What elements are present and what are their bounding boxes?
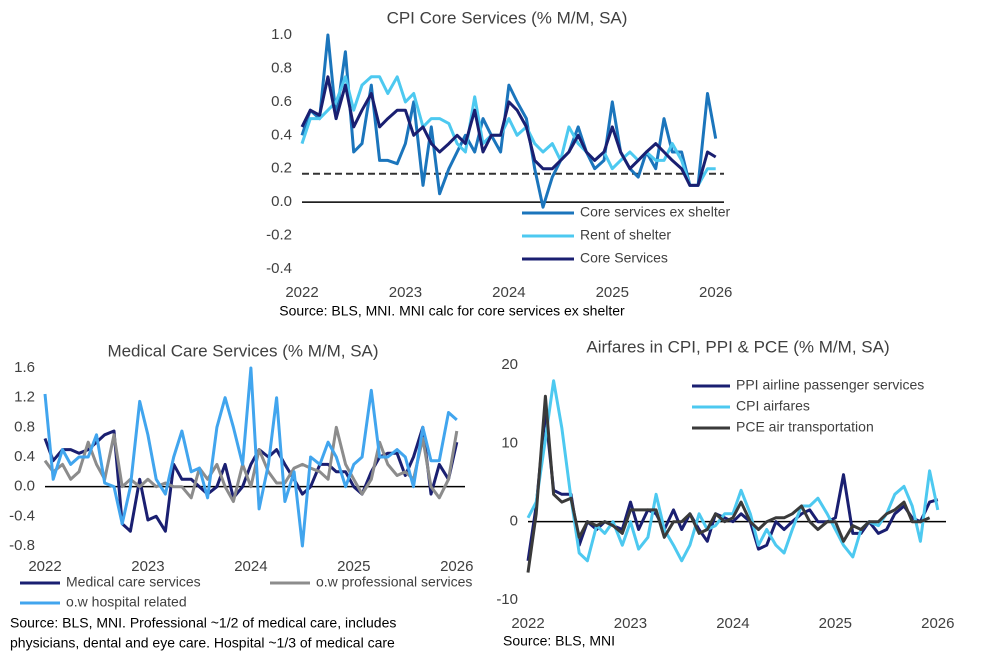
x-tick-label: 2026	[699, 284, 732, 301]
x-tick-label: 2022	[285, 284, 318, 301]
chart-title: Medical Care Services (% M/M, SA)	[107, 341, 378, 360]
x-tick-label: 2022	[28, 558, 61, 575]
series-line	[526, 394, 931, 573]
chart-title: Airfares in CPI, PPI & PCE (% M/M, SA)	[586, 337, 889, 356]
source-note: physicians, dental and eye care. Hospita…	[10, 635, 395, 651]
y-tick-label: 0.8	[14, 418, 35, 435]
chart-title: CPI Core Services (% M/M, SA)	[387, 8, 628, 27]
x-tick-label: 2023	[389, 284, 422, 301]
y-tick-label: -10	[496, 591, 518, 608]
x-tick-label: 2026	[921, 615, 954, 632]
y-tick-label: 0.4	[14, 448, 35, 465]
y-tick-label: 1.0	[271, 26, 292, 43]
x-tick-label: 2025	[337, 558, 370, 575]
x-tick-label: 2024	[234, 558, 267, 575]
x-tick-label: 2024	[716, 615, 749, 632]
legend-label: Core services ex shelter	[580, 204, 731, 220]
legend-label: o.w professional services	[316, 574, 472, 590]
y-tick-label: 0.0	[271, 193, 292, 210]
series-line	[526, 379, 940, 563]
x-tick-label: 2022	[511, 615, 544, 632]
x-tick-label: 2024	[492, 284, 525, 301]
legend-label: PCE air transportation	[736, 419, 874, 435]
series-line	[526, 410, 939, 562]
y-tick-label: -0.4	[266, 260, 292, 277]
x-tick-label: 2025	[819, 615, 852, 632]
y-tick-label: 0.4	[271, 126, 292, 143]
x-tick-label: 2026	[440, 558, 473, 575]
legend-label: Medical care services	[66, 574, 201, 590]
y-tick-label: -0.8	[9, 537, 35, 554]
source-note: Source: BLS, MNI	[503, 633, 615, 649]
y-tick-label: 1.2	[14, 389, 35, 406]
x-tick-label: 2025	[596, 284, 629, 301]
y-tick-label: 1.6	[14, 359, 35, 376]
series-line	[300, 75, 717, 187]
x-tick-label: 2023	[131, 558, 164, 575]
y-tick-label: 0	[510, 513, 518, 530]
legend-label: Rent of shelter	[580, 227, 671, 243]
legend-label: PPI airline passenger services	[736, 377, 924, 393]
legend-label: CPI airfares	[736, 398, 810, 414]
y-tick-label: 0.8	[271, 59, 292, 76]
x-tick-label: 2023	[614, 615, 647, 632]
y-tick-label: -0.2	[266, 227, 292, 244]
y-tick-label: 0.6	[271, 93, 292, 110]
y-tick-label: -0.4	[9, 507, 35, 524]
source-note: Source: BLS, MNI. Professional ~1/2 of m…	[10, 615, 396, 631]
series-line	[43, 366, 458, 548]
y-tick-label: 0.2	[271, 160, 292, 177]
legend-label: o.w hospital related	[66, 594, 187, 610]
y-tick-label: 10	[501, 434, 518, 451]
series-line	[43, 425, 459, 503]
source-note: Source: BLS, MNI. MNI calc for core serv…	[279, 303, 625, 319]
y-tick-label: 0.0	[14, 478, 35, 495]
series-line	[43, 425, 459, 533]
legend-label: Core Services	[580, 250, 668, 266]
y-tick-label: 20	[501, 356, 518, 373]
